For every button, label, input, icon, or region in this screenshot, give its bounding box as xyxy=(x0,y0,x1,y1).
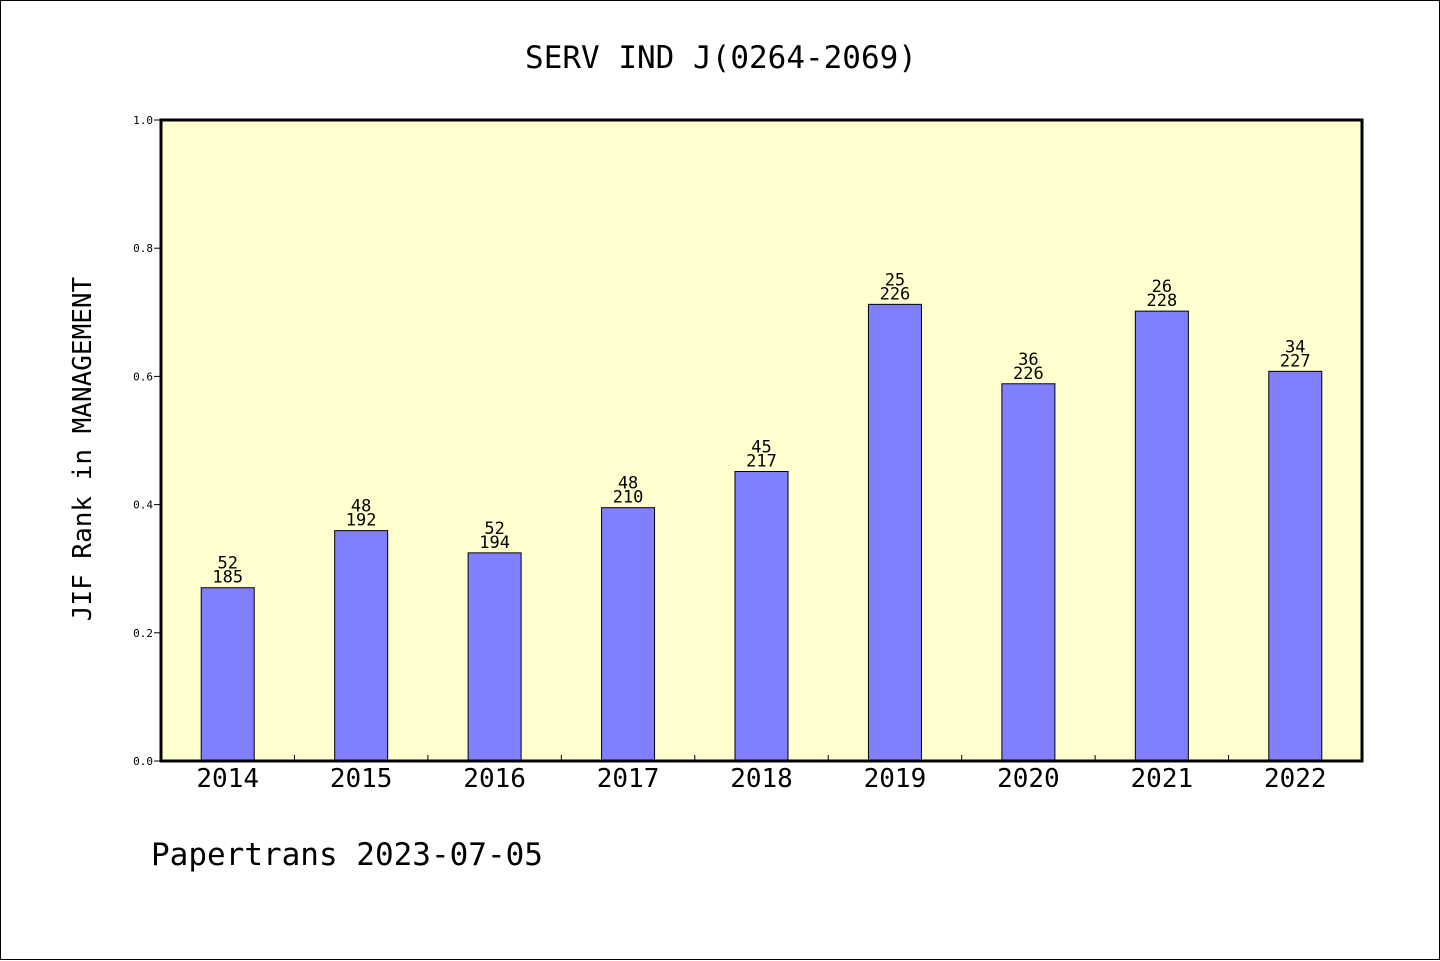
y-tick-label: 0.4 xyxy=(133,499,153,512)
bar-rank-label: 52 xyxy=(484,519,504,539)
x-tick-label: 2017 xyxy=(597,764,660,794)
x-tick-label: 2022 xyxy=(1264,764,1327,794)
plot-border xyxy=(159,118,1364,763)
bar-rank-label: 52 xyxy=(217,554,237,574)
bar-2020 xyxy=(1001,383,1056,762)
bar-rank-label: 48 xyxy=(351,497,371,517)
y-tick-label: 1.0 xyxy=(133,114,153,127)
y-tick-label: 0.6 xyxy=(133,370,153,383)
bar-total-label: 226 xyxy=(1013,364,1044,384)
y-tick-label: 0.2 xyxy=(133,627,153,640)
y-tick-label: 0.8 xyxy=(133,242,153,255)
x-tick-label: 2016 xyxy=(463,764,526,794)
x-tick-label: 2018 xyxy=(730,764,793,794)
bar-2016 xyxy=(467,552,522,762)
bar-2017 xyxy=(601,507,656,762)
bar-total-label: 210 xyxy=(613,488,644,508)
x-tick-label: 2020 xyxy=(997,764,1060,794)
bar-rank-label: 25 xyxy=(885,270,905,290)
y-tick-label: 0.0 xyxy=(133,755,153,768)
bar-2014 xyxy=(200,587,255,762)
bar-series xyxy=(200,303,1323,762)
x-tick-label: 2015 xyxy=(330,764,393,794)
x-tick-label: 2021 xyxy=(1131,764,1194,794)
bar-total-label: 228 xyxy=(1146,291,1177,311)
bar-rank-label: 48 xyxy=(618,474,638,494)
bar-2018 xyxy=(734,471,789,762)
y-axis-label: JIF Rank in MANAGEMENT xyxy=(68,276,98,621)
bar-rank-label: 26 xyxy=(1152,277,1172,297)
bar-2015 xyxy=(334,530,389,762)
bar-2022 xyxy=(1268,370,1323,762)
y-axis: 0.0 0.2 0.4 0.6 0.8 1.0 xyxy=(133,114,161,768)
bar-total-label: 194 xyxy=(479,533,510,553)
bar-rank-label: 45 xyxy=(751,438,771,458)
bar-rank-label: 36 xyxy=(1018,350,1038,370)
x-axis: 2014 2015 2016 2017 2018 2019 2020 2021 2022 xyxy=(196,755,1327,794)
bar-2021 xyxy=(1134,310,1189,762)
x-tick-label: 2019 xyxy=(864,764,927,794)
bar-2019 xyxy=(867,303,922,762)
bar-total-label: 226 xyxy=(880,284,911,304)
chart-title: SERV IND J(0264-2069) xyxy=(525,40,917,76)
x-tick-label: 2014 xyxy=(196,764,259,794)
bar-rank-label: 34 xyxy=(1285,337,1305,357)
footer-credit: Papertrans 2023-07-05 xyxy=(151,837,543,873)
bar-total-label: 192 xyxy=(346,511,377,531)
bar-total-label: 227 xyxy=(1280,351,1311,371)
bar-total-label: 185 xyxy=(212,568,243,588)
bar-total-label: 217 xyxy=(746,452,777,472)
